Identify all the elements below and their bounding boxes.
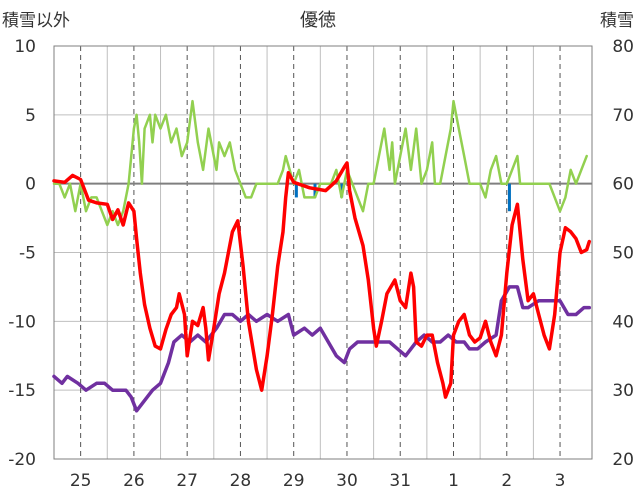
y-left-axis-label: 積雪以外	[2, 11, 70, 31]
y-left-tick-label: 10	[14, 37, 36, 57]
y-left-tick-label: -20	[8, 450, 36, 470]
x-tick-label: 27	[176, 471, 198, 491]
precipitation-bar	[313, 183, 317, 198]
y-right-tick-label: 50	[612, 244, 634, 264]
y-right-tick-label: 60	[612, 175, 634, 195]
snow-series-line	[52, 285, 592, 413]
y-left-tick-label: -10	[8, 312, 36, 332]
chart-title: 優徳	[300, 10, 336, 31]
x-tick-label: 30	[336, 471, 358, 491]
x-tick-label: 26	[123, 471, 145, 491]
y-left-tick-label: -15	[8, 381, 36, 401]
plot-border	[53, 45, 593, 460]
x-tick-label: 29	[283, 471, 305, 491]
plot-frame	[53, 45, 593, 460]
precipitation-bar	[294, 183, 298, 198]
x-tick-label: 3	[555, 471, 566, 491]
y-right-tick-label: 30	[612, 381, 634, 401]
y-right-tick-label: 70	[612, 106, 634, 126]
precipitation-bar	[507, 183, 511, 212]
gridlines	[54, 45, 592, 460]
x-tick-label: 25	[70, 471, 92, 491]
y-left-tick-label: -5	[19, 244, 36, 264]
y-right-axis-label: 積雪	[600, 11, 634, 31]
precipitation-bar	[340, 183, 344, 198]
precipitation-bars	[294, 183, 511, 212]
y-right-tick-label: 40	[612, 312, 634, 332]
x-ticks: 25 26 27 28 29 30 31 1 2 3	[70, 471, 566, 491]
y-left-tick-label: 0	[25, 175, 36, 195]
wind-series-line	[52, 99, 588, 227]
x-tick-label: 1	[448, 471, 459, 491]
y-right-ticks: 80 70 60 50 40 30 20	[612, 37, 634, 470]
x-tick-label: 31	[389, 471, 411, 491]
temperature-series-line	[52, 161, 592, 399]
series-lines	[52, 99, 592, 413]
x-tick-label: 2	[501, 471, 512, 491]
x-tick-label: 28	[230, 471, 252, 491]
y-left-tick-label: 5	[25, 106, 36, 126]
y-right-tick-label: 20	[612, 450, 634, 470]
y-left-ticks: 10 5 0 -5 -10 -15 -20	[8, 37, 36, 470]
y-right-tick-label: 80	[612, 37, 634, 57]
